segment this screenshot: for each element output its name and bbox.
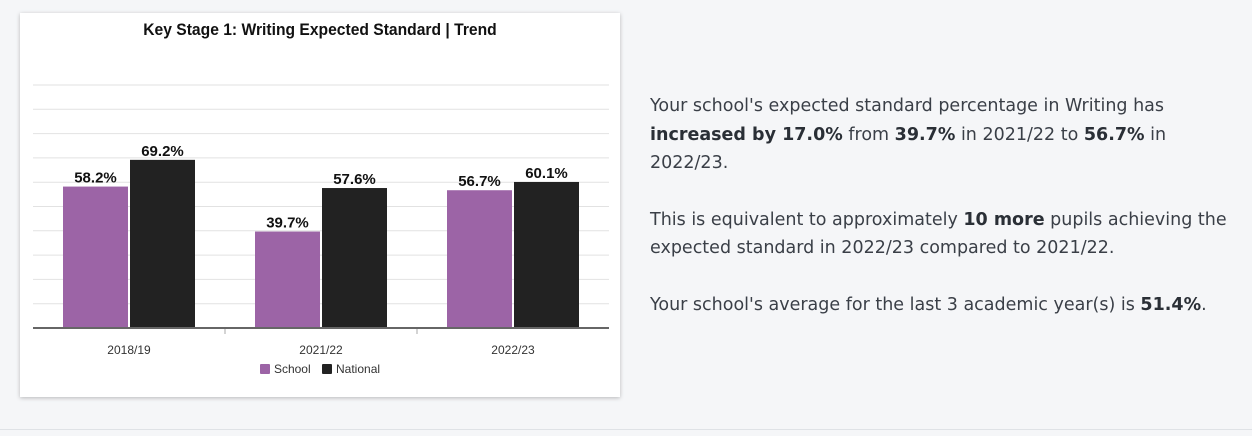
bar-chart: 58.2% 69.2% 2018/19 39.7% 57.6% 2021/22 56.7% 6… (33, 84, 609, 357)
data-label-school-2018-19: 58.2% (74, 170, 117, 187)
x-tick-label: 2021/22 (299, 343, 343, 357)
chart-title: Key Stage 1: Writing Expected Standard |… (143, 20, 497, 39)
x-tick-label: 2022/23 (491, 343, 535, 357)
summary-paragraph-pupils: This is equivalent to approximately 10 m… (650, 209, 1227, 259)
pupil-count: 10 more (963, 209, 1045, 230)
bar-school-2022-23[interactable] (447, 190, 512, 328)
legend-swatch-school (259, 364, 270, 374)
bar-school-2018-19[interactable] (63, 186, 128, 328)
legend-item-school[interactable]: School (259, 362, 311, 376)
bar-national-2018-19[interactable] (130, 159, 195, 328)
summary-paragraph-average: Your school's average for the last 3 aca… (650, 294, 1207, 315)
data-label-school-2022-23: 56.7% (458, 173, 501, 190)
current-value: 56.7% (1083, 124, 1145, 145)
bar-national-2022-23[interactable] (514, 181, 579, 328)
data-label-national-2022-23: 60.1% (525, 165, 568, 182)
summary-panel: Your school's expected standard percenta… (650, 92, 1240, 347)
legend-label-national: National (336, 362, 381, 376)
data-label-national-2018-19: 69.2% (141, 143, 184, 160)
previous-value: 39.7% (894, 124, 956, 145)
legend-label-school: School (273, 362, 311, 376)
bottom-divider (0, 429, 1252, 430)
legend-item-national[interactable]: National (322, 362, 380, 376)
x-tick-label: 2018/19 (107, 343, 151, 357)
legend-swatch-national (322, 364, 332, 374)
data-label-national-2021-22: 57.6% (333, 171, 376, 188)
chart-card: Key Stage 1: Writing Expected Standard |… (20, 13, 620, 397)
change-value: increased by 17.0% (650, 124, 843, 145)
bar-school-2021-22[interactable] (255, 231, 320, 328)
summary-paragraph-change: Your school's expected standard percenta… (650, 96, 1167, 173)
chart-legend: School National (20, 362, 620, 377)
bar-national-2021-22[interactable] (322, 188, 387, 328)
data-label-school-2021-22: 39.7% (266, 215, 309, 232)
average-value: 51.4% (1140, 294, 1202, 315)
